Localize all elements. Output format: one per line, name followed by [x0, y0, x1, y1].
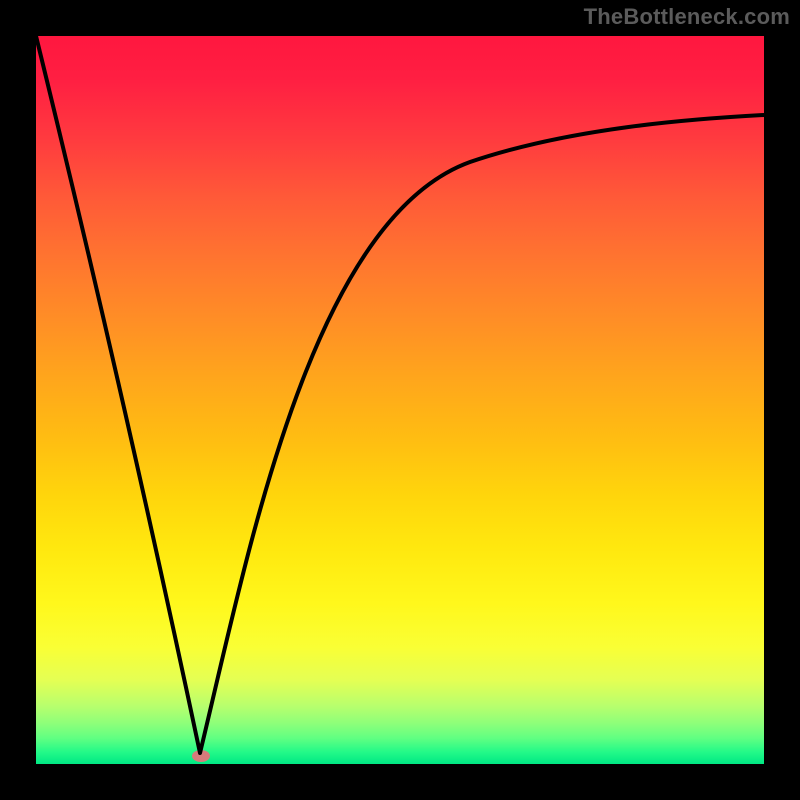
watermark-text: TheBottleneck.com [584, 4, 790, 30]
plot-background [36, 36, 764, 764]
bottleneck-chart [0, 0, 800, 800]
chart-frame: TheBottleneck.com [0, 0, 800, 800]
